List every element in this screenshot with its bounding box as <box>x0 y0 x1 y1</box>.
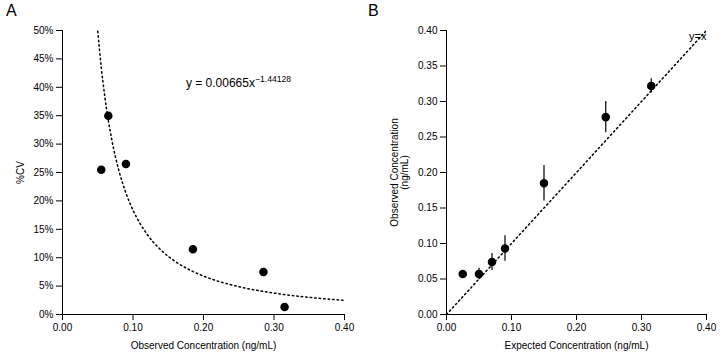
svg-text:0.10: 0.10 <box>502 322 522 333</box>
svg-text:35%: 35% <box>33 110 53 121</box>
svg-text:0.00: 0.00 <box>418 309 438 320</box>
svg-text:0.00: 0.00 <box>53 322 73 333</box>
svg-text:40%: 40% <box>33 82 53 93</box>
svg-text:0.30: 0.30 <box>632 322 652 333</box>
svg-text:y = 0.00665x−1.44128: y = 0.00665x−1.44128 <box>186 74 291 90</box>
svg-text:0.40: 0.40 <box>335 322 355 333</box>
svg-text:10%: 10% <box>33 252 53 263</box>
svg-text:0.30: 0.30 <box>264 322 284 333</box>
svg-text:0.40: 0.40 <box>418 25 438 36</box>
svg-text:15%: 15% <box>33 224 53 235</box>
svg-text:0.15: 0.15 <box>418 202 438 213</box>
svg-text:0.10: 0.10 <box>418 238 438 249</box>
svg-text:0.00: 0.00 <box>437 322 457 333</box>
svg-text:5%: 5% <box>39 280 54 291</box>
svg-text:30%: 30% <box>33 138 53 149</box>
svg-text:0.20: 0.20 <box>567 322 587 333</box>
html-text:A: A <box>6 2 17 19</box>
svg-text:50%: 50% <box>33 25 53 36</box>
svg-text:y=x: y=x <box>689 30 707 42</box>
svg-text:Expected Concentration (ng/mL): Expected Concentration (ng/mL) <box>505 340 649 351</box>
svg-text:Observed Concentration(ng/mL): Observed Concentration(ng/mL) <box>389 118 410 226</box>
svg-text:0%: 0% <box>39 309 54 320</box>
svg-text:0.20: 0.20 <box>418 167 438 178</box>
svg-text:0.30: 0.30 <box>418 96 438 107</box>
svg-text:Observed Concentration (ng/mL): Observed Concentration (ng/mL) <box>131 340 277 351</box>
html-text:B: B <box>368 2 379 19</box>
svg-text:0.20: 0.20 <box>194 322 214 333</box>
svg-text:20%: 20% <box>33 195 53 206</box>
svg-text:0.25: 0.25 <box>418 131 438 142</box>
svg-text:0.10: 0.10 <box>123 322 143 333</box>
svg-text:0.05: 0.05 <box>418 273 438 284</box>
svg-text:45%: 45% <box>33 53 53 64</box>
svg-text:%CV: %CV <box>15 161 26 184</box>
svg-text:0.40: 0.40 <box>697 322 717 333</box>
svg-text:0.35: 0.35 <box>418 60 438 71</box>
svg-text:25%: 25% <box>33 167 53 178</box>
